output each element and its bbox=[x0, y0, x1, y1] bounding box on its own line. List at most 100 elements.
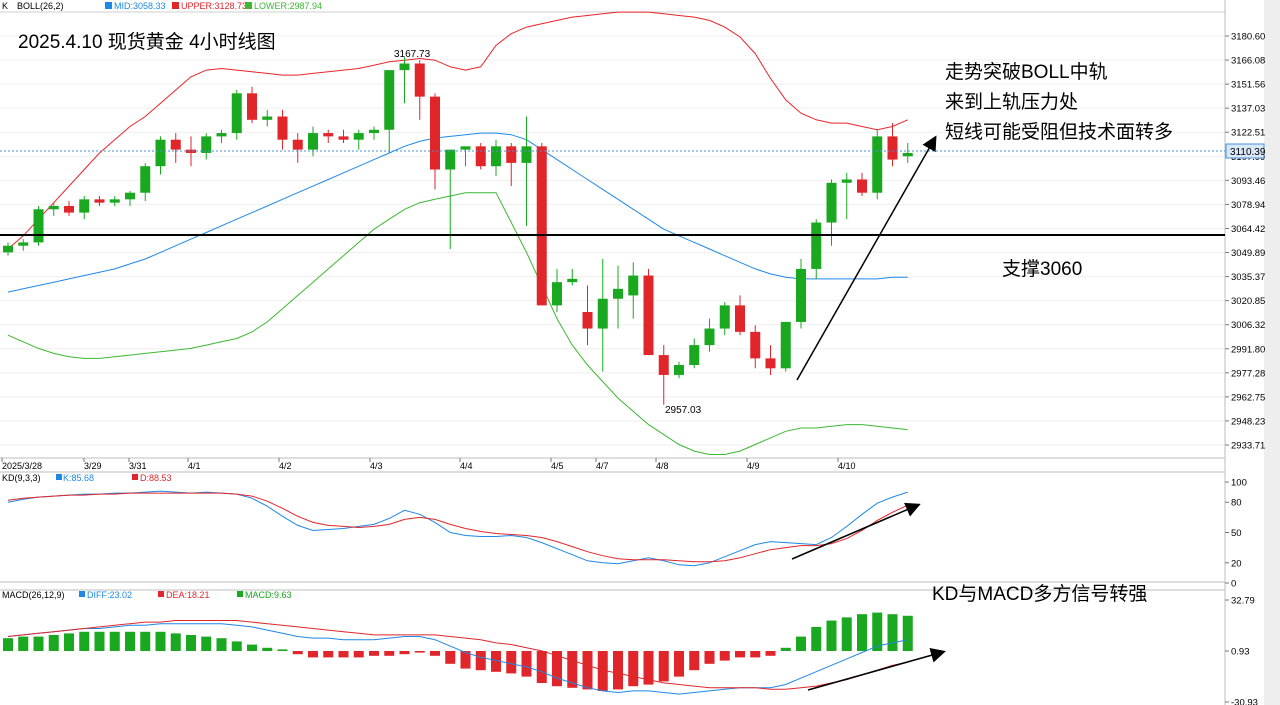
macd-hist-bar bbox=[109, 631, 120, 651]
candle-body bbox=[597, 298, 608, 329]
candle-body bbox=[521, 146, 532, 163]
boll-mid-line bbox=[7, 132, 908, 293]
date-tick-label: 4/10 bbox=[838, 461, 856, 471]
macd-hist-bar bbox=[765, 651, 776, 656]
macd-hist-bar bbox=[262, 647, 273, 651]
kd-k-value: K:85.68 bbox=[63, 473, 94, 483]
k-label: K bbox=[2, 1, 8, 11]
macd-tick-label: 32.79 bbox=[1231, 596, 1255, 607]
low-price-label: 2957.03 bbox=[665, 405, 702, 416]
macd-tick-label: -30.93 bbox=[1231, 698, 1258, 705]
candle-body bbox=[125, 192, 135, 200]
macd-hist-bar bbox=[94, 631, 105, 651]
candle-body bbox=[674, 365, 684, 375]
current-price-tag bbox=[1225, 143, 1265, 159]
candle-body bbox=[384, 70, 395, 130]
price-tick-label: 3020.85 bbox=[1231, 296, 1265, 307]
candle-body bbox=[536, 146, 547, 306]
macd-hist-bar bbox=[841, 617, 852, 651]
macd-hist-bar bbox=[140, 631, 151, 651]
candle-body bbox=[48, 205, 59, 210]
date-tick-label: 4/2 bbox=[279, 461, 292, 471]
candle-body bbox=[689, 345, 700, 366]
candle-body bbox=[94, 199, 105, 203]
boll-upper-value: UPPER:3128.73 bbox=[181, 1, 247, 11]
boll-upper-line bbox=[7, 11, 908, 250]
macd-hist-bar bbox=[399, 651, 410, 655]
macd-dea-line bbox=[7, 620, 908, 690]
macd-hist-bar bbox=[323, 651, 334, 658]
macd-hist-bar bbox=[48, 634, 59, 651]
candle-body bbox=[140, 166, 151, 193]
macd-hist-bar bbox=[857, 614, 867, 651]
annotation-line-3: 短线可能受阻但技术面转多 bbox=[945, 121, 1173, 143]
macd-hist-bar bbox=[597, 651, 608, 692]
candle-body bbox=[353, 133, 364, 140]
kd-d-value: D:88.53 bbox=[140, 473, 172, 483]
date-tick-label: 3/29 bbox=[84, 461, 102, 471]
macd-hist-bar bbox=[658, 651, 669, 682]
candle-body bbox=[292, 139, 303, 150]
macd-diff-value: DIFF:23.02 bbox=[87, 590, 132, 600]
trend-arrow-macd bbox=[807, 648, 946, 691]
candle-body bbox=[765, 358, 776, 369]
candle-body bbox=[658, 355, 669, 375]
candle-body bbox=[186, 149, 196, 153]
price-tick-label: 3078.94 bbox=[1231, 200, 1265, 211]
kd-tick-label: 0 bbox=[1231, 579, 1236, 590]
price-tick-label: 3064.42 bbox=[1231, 224, 1265, 235]
macd-hist-bar bbox=[125, 631, 135, 651]
macd-hist-bar bbox=[155, 631, 166, 651]
macd-dea-value: DEA:18.21 bbox=[166, 590, 210, 600]
date-tick-label: 4/9 bbox=[747, 461, 760, 471]
candle-body bbox=[109, 199, 120, 203]
macd-hist-bar bbox=[567, 651, 578, 688]
candle-body bbox=[33, 209, 44, 243]
macd-hist-bar bbox=[216, 638, 227, 651]
macd-hist-bar bbox=[613, 651, 623, 690]
high-price-label: 3167.73 bbox=[394, 49, 431, 60]
date-tick-label: 4/7 bbox=[596, 461, 609, 471]
macd-hist-bar bbox=[186, 634, 196, 651]
candle-body bbox=[735, 305, 745, 332]
annotation-line-1: 走势突破BOLL中轨 bbox=[945, 61, 1108, 83]
kd-macd-annotation: KD与MACD多方信号转强 bbox=[932, 583, 1147, 605]
macd-hist-bar bbox=[414, 651, 425, 653]
candle-body bbox=[796, 268, 806, 322]
date-tick-label: 2025/3/28 bbox=[2, 461, 42, 471]
macd-axis: 32.79 0.93 -30.93 bbox=[1225, 596, 1258, 705]
macd-hist-bar bbox=[3, 638, 13, 651]
macd-tick-label: 0.93 bbox=[1231, 647, 1250, 658]
candle-body bbox=[841, 179, 852, 183]
macd-hist-bar bbox=[308, 651, 318, 658]
price-axis: 3180.603166.083151.563137.033122.513107.… bbox=[1225, 32, 1265, 452]
candle-body bbox=[216, 133, 227, 137]
price-tick-label: 3093.46 bbox=[1231, 176, 1265, 187]
macd-hist-bar bbox=[430, 651, 440, 656]
price-tick-label: 2948.23 bbox=[1231, 416, 1265, 427]
price-tick-label: 3137.03 bbox=[1231, 104, 1265, 115]
macd-hist-bar bbox=[277, 649, 288, 651]
candle-body bbox=[414, 63, 425, 97]
macd-hist-bar bbox=[247, 644, 257, 651]
macd-hist-bar bbox=[780, 647, 791, 651]
candle-body bbox=[613, 288, 623, 299]
macd-hist-bar bbox=[887, 614, 898, 651]
candle-body bbox=[338, 136, 349, 140]
candle-body bbox=[201, 136, 212, 153]
candle-body bbox=[79, 199, 90, 213]
kd-k-line bbox=[7, 490, 908, 567]
macd-hist-bar bbox=[628, 651, 639, 687]
macd-hist-bar bbox=[674, 651, 684, 677]
date-tick-label: 4/5 bbox=[551, 461, 564, 471]
date-tick-label: 4/4 bbox=[460, 461, 473, 471]
macd-hist-bar bbox=[460, 651, 471, 669]
candle-body bbox=[506, 146, 517, 163]
macd-hist-bar bbox=[521, 651, 532, 677]
price-tick-label: 3035.37 bbox=[1231, 272, 1265, 283]
trend-arrow-price bbox=[796, 135, 937, 381]
price-tick-label: 3049.89 bbox=[1231, 248, 1265, 259]
candle-body bbox=[231, 93, 242, 134]
macd-hist-bar bbox=[750, 651, 761, 658]
